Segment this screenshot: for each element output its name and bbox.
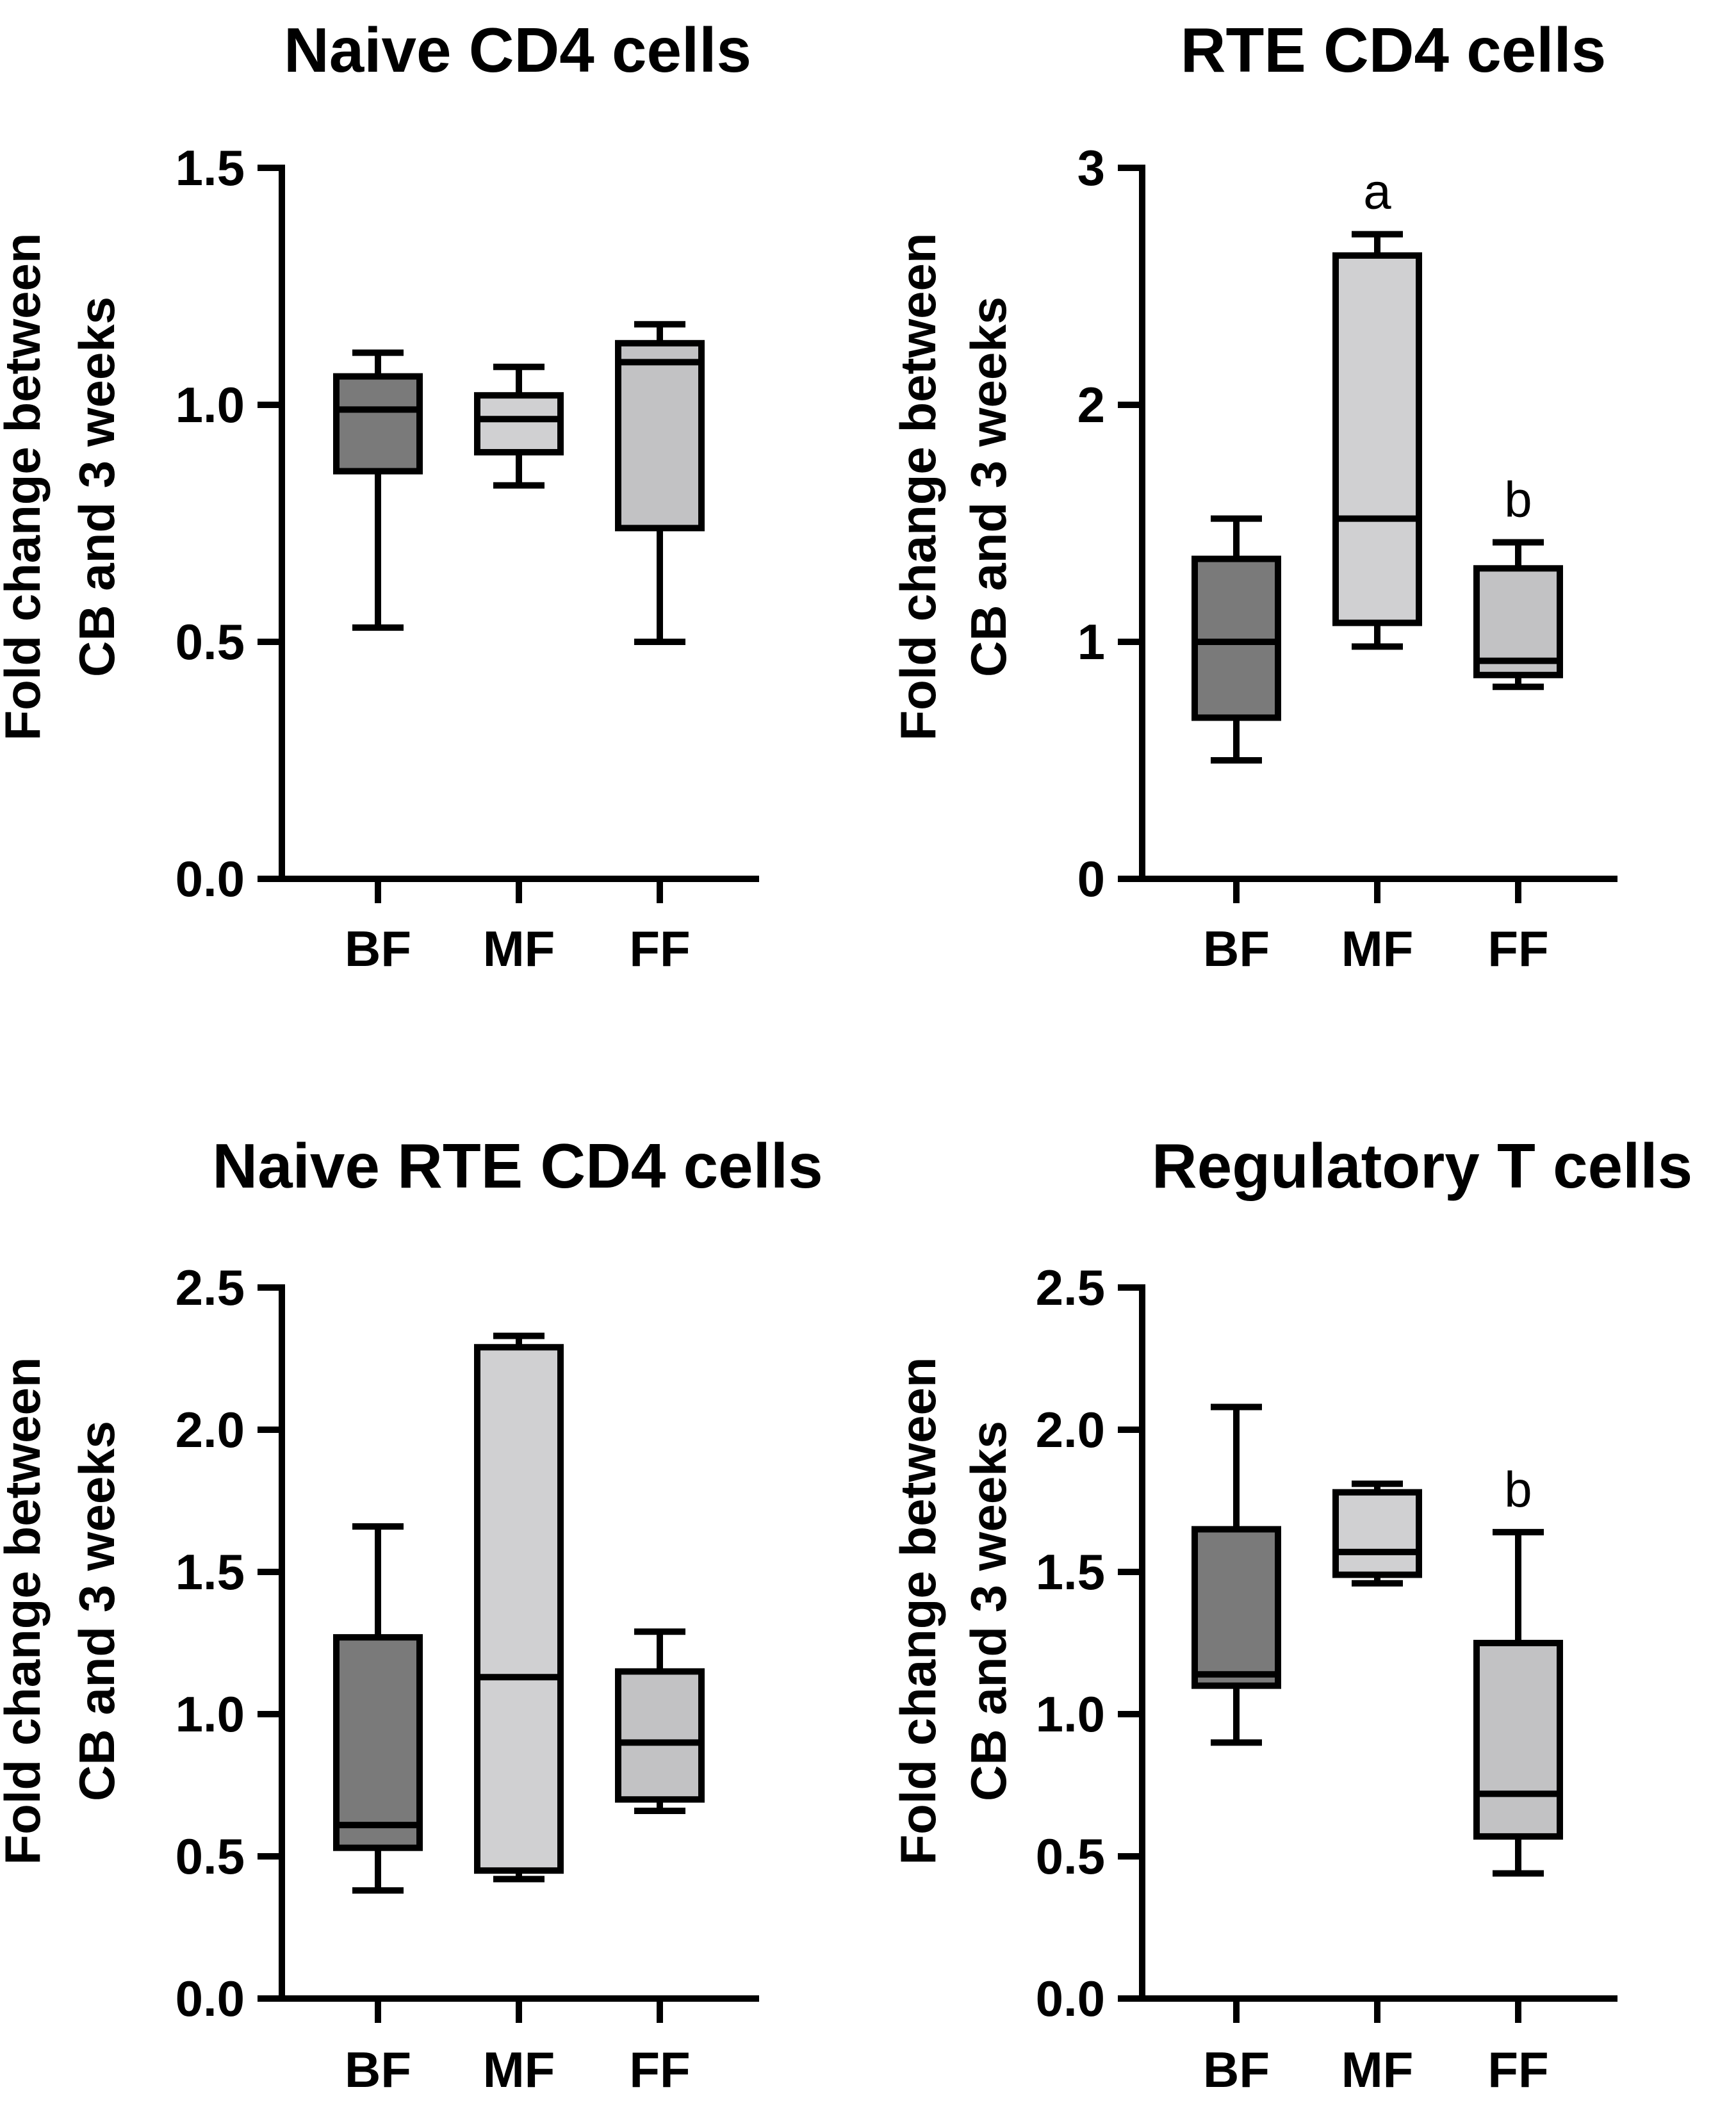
x-tick-label-mf: MF — [483, 2041, 555, 2098]
y-tick-label: 1.0 — [1036, 1686, 1105, 1742]
box-mf — [1332, 1489, 1422, 1578]
chart-title: Regulatory T cells — [1152, 1131, 1692, 1201]
chart-panel-4: Regulatory T cells Fold change between CB … — [890, 1131, 1692, 2098]
chart-panel-1: Naive CD4 cells Fold change between CB and… — [0, 15, 759, 977]
y-tick-label: 0.0 — [176, 851, 245, 907]
y-tick-label: 0.5 — [176, 1828, 245, 1885]
significance-label-ff: b — [1504, 1461, 1532, 1517]
x-tick-label-mf: MF — [483, 920, 555, 977]
x-tick-label-ff: FF — [1487, 920, 1548, 977]
y-tick-label: 1.0 — [176, 1686, 245, 1742]
y-axis-title-line-2: CB and 3 weeks — [960, 1421, 1017, 1801]
box-ff — [615, 1668, 705, 1803]
y-tick-label: 0.0 — [1036, 1970, 1105, 2027]
y-axis-title-line-2: CB and 3 weeks — [69, 297, 125, 677]
box-bf — [333, 373, 423, 475]
y-axis-title-line-2: CB and 3 weeks — [69, 1421, 125, 1801]
x-tick-label-bf: BF — [1203, 920, 1270, 977]
x-tick-label-mf: MF — [1341, 920, 1414, 977]
y-axis-title-line-1: Fold change between — [0, 1357, 51, 1865]
y-tick-label: 1.5 — [176, 140, 245, 196]
y-tick-label: 2.0 — [1036, 1402, 1105, 1458]
y-axis-title-line-1: Fold change between — [890, 233, 946, 740]
significance-label-mf: a — [1363, 163, 1391, 220]
y-tick-label: 1.5 — [1036, 1544, 1105, 1600]
y-tick-label: 2.5 — [1036, 1259, 1105, 1316]
x-tick-label-ff: FF — [629, 2041, 690, 2098]
x-tick-label-bf: BF — [345, 920, 411, 977]
y-tick-label: 0.0 — [176, 1970, 245, 2027]
x-tick-label-mf: MF — [1341, 2041, 1414, 2098]
y-tick-label: 3 — [1077, 140, 1105, 196]
chart-title: Naive RTE CD4 cells — [212, 1131, 823, 1201]
box-bf — [333, 1634, 423, 1851]
box-ff — [615, 339, 705, 532]
y-tick-label: 0.5 — [176, 614, 245, 670]
y-tick-label: 1 — [1077, 614, 1105, 670]
y-tick-label: 0 — [1077, 851, 1105, 907]
box-ff — [1473, 1640, 1563, 1840]
y-tick-label: 2 — [1077, 377, 1105, 433]
box-bf — [1191, 1526, 1281, 1689]
chart-title: RTE CD4 cells — [1181, 15, 1606, 85]
y-tick-label: 2.5 — [176, 1259, 245, 1316]
chart-panel-2: RTE CD4 cells Fold change between CB and 3… — [890, 15, 1617, 977]
significance-label-ff: b — [1504, 471, 1532, 528]
y-tick-label: 1.5 — [176, 1544, 245, 1600]
box-mf — [1332, 252, 1422, 626]
box-ff — [1473, 565, 1563, 678]
y-axis-title-line-1: Fold change between — [890, 1357, 946, 1865]
x-tick-label-bf: BF — [345, 2041, 411, 2098]
y-tick-label: 2.0 — [176, 1402, 245, 1458]
chart-title: Naive CD4 cells — [284, 15, 751, 85]
box-mf — [474, 392, 564, 456]
x-tick-label-ff: FF — [629, 920, 690, 977]
x-tick-label-bf: BF — [1203, 2041, 1270, 2098]
y-axis-title-line-1: Fold change between — [0, 233, 51, 740]
chart-panel-3: Naive RTE CD4 cells Fold change between CB… — [0, 1131, 823, 2098]
box-mf — [474, 1344, 564, 1874]
y-axis-title-line-2: CB and 3 weeks — [960, 297, 1017, 677]
y-tick-label: 1.0 — [176, 377, 245, 433]
box-bf — [1191, 555, 1281, 721]
x-tick-label-ff: FF — [1487, 2041, 1548, 2098]
y-tick-label: 0.5 — [1036, 1828, 1105, 1885]
